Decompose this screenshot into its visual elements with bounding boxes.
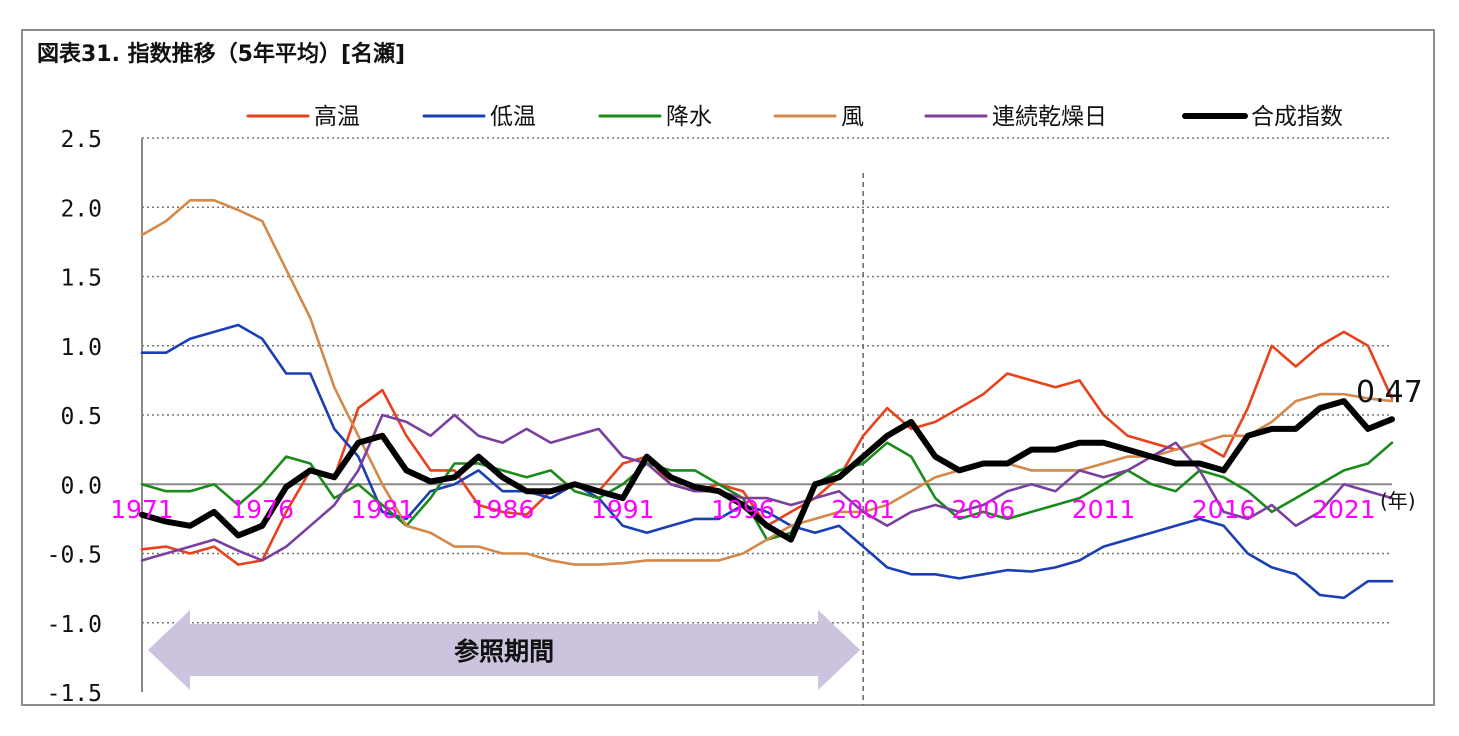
series-line-0 — [140, 330, 1394, 566]
x-tick-label-3: 1986 — [471, 495, 535, 524]
y-tick-label-5: 0.0 — [60, 473, 102, 499]
x-tick-labels: 1971 1976 1981 1986 1991 1996 2001 2006 2011 2016… — [110, 495, 1376, 524]
grid-lines — [142, 137, 1392, 624]
x-tick-label-5: 1996 — [711, 495, 775, 524]
legend-label-5: 合成指数 — [1251, 104, 1343, 130]
y-tick-label-0: 2.5 — [60, 127, 102, 153]
x-tick-label-2: 1981 — [351, 495, 415, 524]
reference-period-arrow-shape — [148, 610, 861, 690]
x-tick-label-1: 1976 — [230, 495, 294, 524]
chart-frame — [21, 29, 1435, 706]
legend-label-1: 低温 — [490, 104, 536, 130]
x-tick-label-0: 1971 — [110, 495, 174, 524]
x-tick-label-7: 2006 — [952, 495, 1016, 524]
x-tick-label-8: 2011 — [1072, 495, 1136, 524]
series-line-4 — [140, 413, 1394, 562]
y-tick-label-7: -1.0 — [47, 612, 102, 638]
legend: 高温 低温 降水 風 連続乾燥日 合成指数 — [246, 104, 1343, 130]
y-tick-label-1: 2.0 — [60, 196, 102, 222]
legend-label-0: 高温 — [314, 104, 360, 130]
chart-title: 図表31. 指数推移（5年平均）[名瀬] — [37, 42, 406, 67]
x-axis-unit: (年) — [1380, 489, 1416, 513]
legend-label-4: 連続乾燥日 — [992, 104, 1107, 130]
series-line-1 — [140, 323, 1394, 600]
legend-label-2: 降水 — [666, 104, 712, 130]
y-tick-labels: 2.5 2.0 1.5 1.0 0.5 0.0 -0.5 -1.0 -1.5 — [47, 127, 102, 707]
legend-label-3: 風 — [841, 104, 864, 130]
y-tick-label-6: -0.5 — [47, 543, 102, 569]
series-lines — [139, 199, 1395, 600]
x-tick-label-4: 1991 — [591, 495, 655, 524]
series-line-5 — [139, 398, 1395, 543]
series-line-3 — [140, 199, 1394, 566]
x-tick-label-9: 2016 — [1192, 495, 1256, 524]
axes — [141, 138, 1392, 705]
x-tick-label-10: 2021 — [1312, 495, 1376, 524]
reference-period-arrow: 参照期間 — [148, 610, 861, 690]
y-tick-label-2: 1.5 — [60, 266, 102, 292]
end-value-label: 0.47 — [1356, 375, 1423, 410]
y-tick-label-3: 1.0 — [60, 335, 102, 361]
y-tick-label-4: 0.5 — [60, 404, 102, 430]
x-tick-label-6: 2001 — [831, 495, 895, 524]
y-tick-label-8: -1.5 — [47, 681, 102, 707]
reference-period-label: 参照期間 — [454, 637, 554, 666]
